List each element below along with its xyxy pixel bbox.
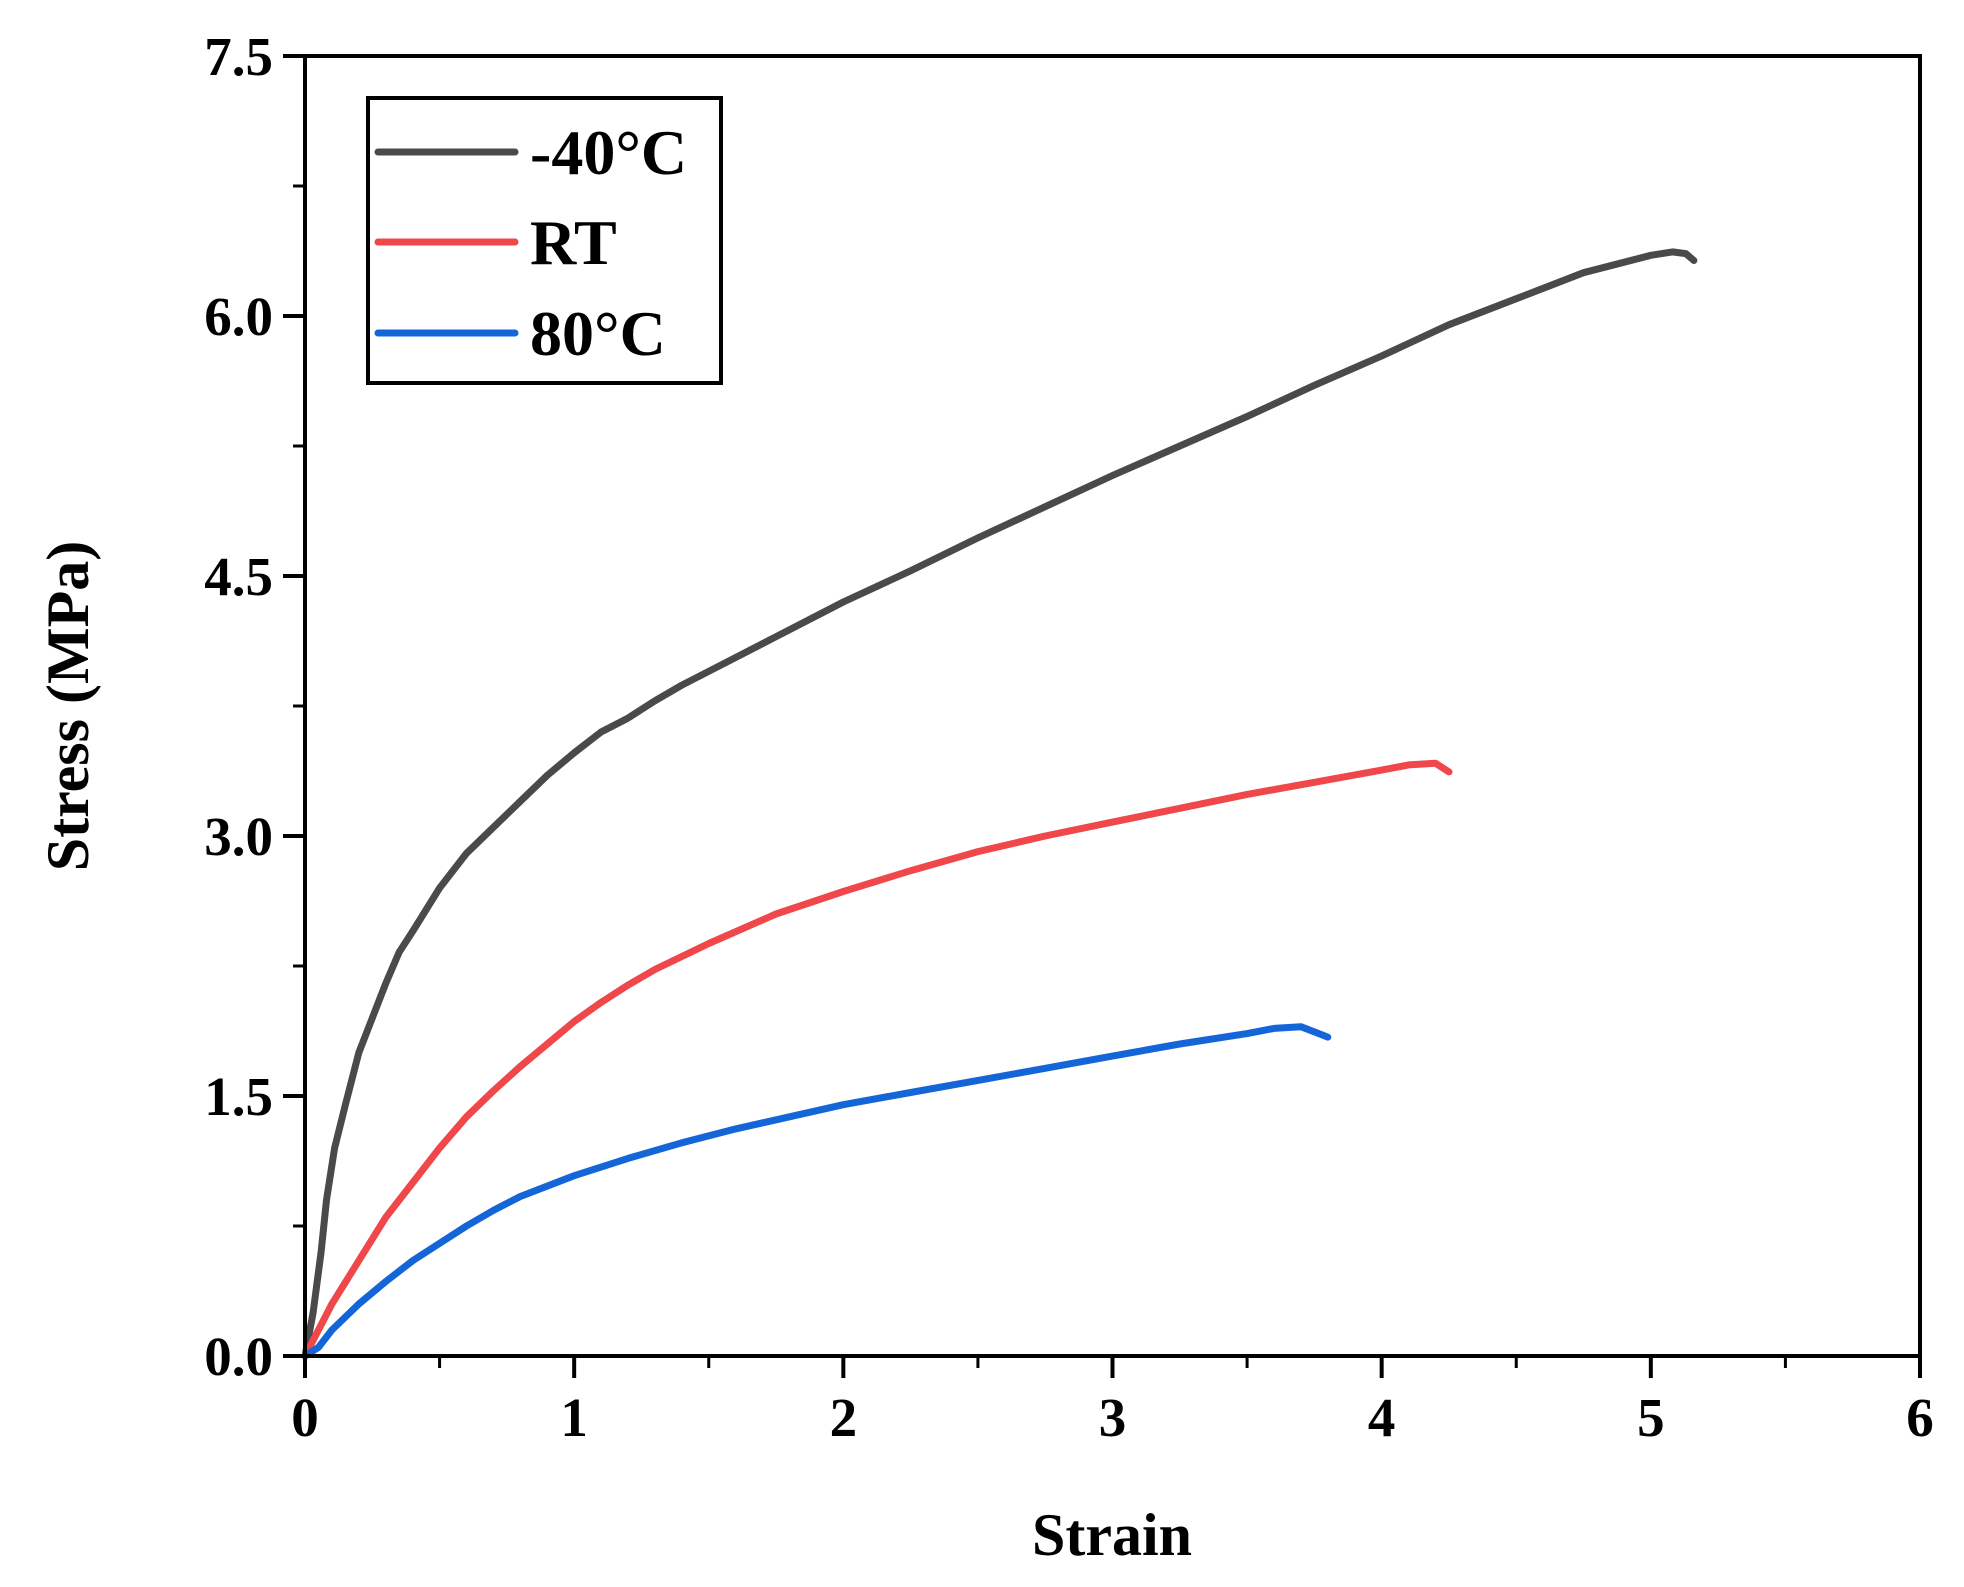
x-axis-title: Strain bbox=[1032, 1502, 1192, 1568]
x-tick-label: 1 bbox=[560, 1387, 588, 1448]
x-tick-label: 2 bbox=[830, 1387, 858, 1448]
y-tick-label: 3.0 bbox=[204, 806, 273, 867]
legend-entry-80: 80°C bbox=[374, 298, 666, 369]
y-axis-title: Stress (MPa) bbox=[35, 541, 101, 871]
legend-entry-rt: RT bbox=[374, 207, 617, 278]
legend-entry-minus40: -40°C bbox=[374, 117, 687, 188]
x-tick-label: 5 bbox=[1637, 1387, 1665, 1448]
series-layer bbox=[301, 248, 1698, 1360]
series-line-0 bbox=[301, 248, 1698, 1360]
legend: -40°C RT 80°C bbox=[366, 96, 723, 385]
x-tick-label: 3 bbox=[1099, 1387, 1127, 1448]
legend-label-minus40: -40°C bbox=[530, 117, 687, 188]
ticks-layer: 0 1 2 3 4 5 6 0.0 1.5 3.0 4.5 6.0 7.5 bbox=[204, 26, 1934, 1448]
series-line-1 bbox=[301, 759, 1453, 1360]
y-tick-label: 6.0 bbox=[204, 286, 273, 347]
y-tick-label: 0.0 bbox=[204, 1326, 273, 1387]
legend-label-80: 80°C bbox=[530, 298, 666, 369]
x-tick-label: 0 bbox=[291, 1387, 319, 1448]
legend-label-rt: RT bbox=[530, 207, 617, 278]
x-tick-label: 4 bbox=[1368, 1387, 1396, 1448]
x-tick-label: 6 bbox=[1906, 1387, 1934, 1448]
y-tick-label: 4.5 bbox=[204, 546, 273, 607]
y-tick-label: 7.5 bbox=[204, 26, 273, 87]
y-tick-label: 1.5 bbox=[204, 1066, 273, 1127]
series-line-2 bbox=[301, 1023, 1332, 1360]
